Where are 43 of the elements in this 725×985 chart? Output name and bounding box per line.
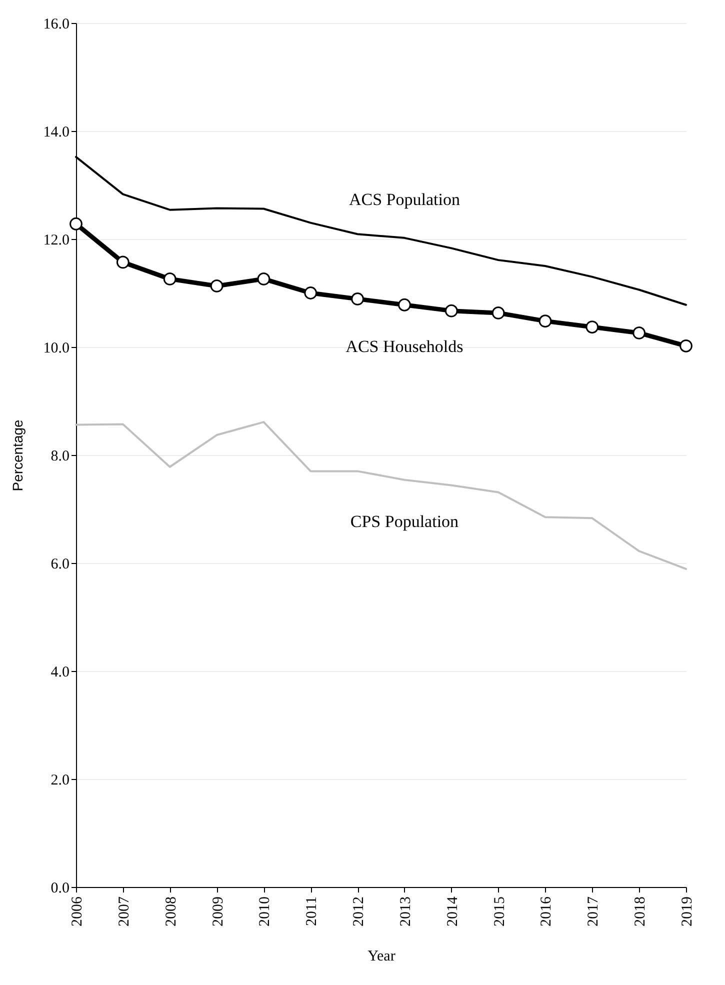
x-tick-label: 2013 — [398, 896, 414, 926]
y-tick-label: 10.0 — [43, 340, 70, 356]
x-tick-label: 2015 — [492, 896, 508, 926]
x-tick-label: 2007 — [116, 896, 132, 926]
x-tick-label: 2011 — [304, 896, 320, 926]
line-series — [75, 421, 687, 570]
point — [444, 304, 458, 318]
x-tick-label: 2008 — [163, 896, 180, 926]
point — [116, 256, 130, 269]
y-tick-label: 0.0 — [50, 880, 70, 896]
point — [163, 272, 176, 286]
y-tick-label: 6.0 — [50, 556, 70, 572]
point — [586, 320, 599, 334]
y-tick-label: 8.0 — [50, 448, 70, 464]
y-tick-label: 14.0 — [43, 124, 70, 140]
x-axis-title: Year — [368, 948, 396, 964]
point — [632, 326, 646, 340]
point — [210, 280, 224, 292]
x-tick-label: 2012 — [351, 896, 368, 926]
y-tick-label: 16.0 — [43, 16, 70, 32]
point — [492, 306, 505, 320]
x-tick-label: 2017 — [586, 896, 602, 926]
series-label: ACS Population — [348, 190, 460, 209]
y-tick-label: 12.0 — [43, 232, 70, 248]
point — [304, 286, 318, 300]
y-tick-label: 4.0 — [50, 664, 70, 680]
point — [680, 339, 692, 352]
x-tick-label: 2018 — [632, 896, 649, 926]
point — [257, 272, 270, 286]
y-tick-label: 2.0 — [50, 772, 70, 788]
x-tick-label: 2009 — [210, 896, 226, 926]
x-tick-label: 2006 — [70, 896, 86, 926]
series-label: ACS Households — [346, 336, 464, 356]
point — [538, 314, 552, 328]
x-tick-label: 2010 — [257, 896, 274, 926]
y-axis-title: Percentage — [9, 419, 26, 492]
x-tick-label: 2019 — [680, 896, 696, 926]
point — [70, 217, 82, 230]
point — [351, 292, 364, 306]
series-label: CPS Population — [350, 512, 460, 531]
x-tick-label: 2014 — [444, 896, 461, 926]
x-tick-label: 2016 — [538, 896, 555, 926]
point — [398, 298, 411, 312]
